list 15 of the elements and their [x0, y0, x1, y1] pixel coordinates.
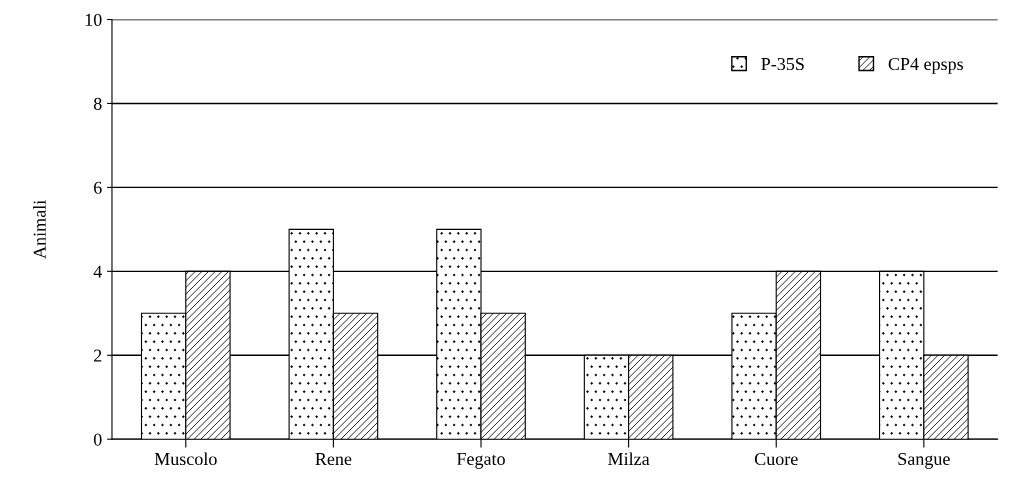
x-tick-label: Sangue: [898, 452, 950, 469]
x-tick-label: Muscolo: [154, 452, 217, 466]
x-tick-label: Fegato: [456, 453, 505, 469]
x-tick-label: Rene: [315, 453, 352, 466]
legend-label: P-35S: [761, 57, 804, 71]
y-tick-label: 2: [94, 349, 102, 362]
y-tick-label: 8: [93, 97, 102, 110]
legend-label: CP4 epsps: [888, 57, 964, 74]
y-tick-label: 0: [93, 433, 102, 446]
y-tick-label: 4: [93, 265, 102, 278]
y-tick-label: 10: [85, 13, 102, 26]
y-axis-title: Animali: [33, 200, 46, 259]
y-tick-label: 6: [94, 181, 102, 194]
x-tick-label: Cuore: [754, 452, 798, 466]
x-tick-label: Milza: [608, 452, 650, 466]
